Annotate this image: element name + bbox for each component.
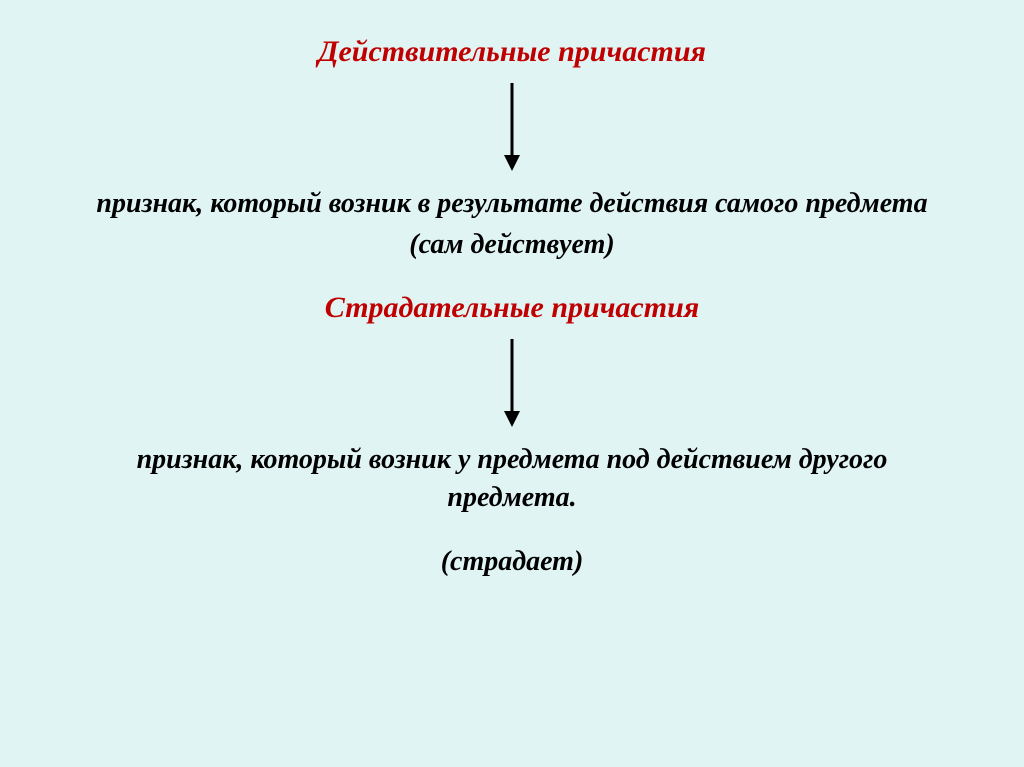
down-arrow-icon: [502, 81, 522, 173]
active-participles-heading: Действительные причастия: [318, 35, 706, 69]
passive-description: признак, который возник у предмета под д…: [87, 441, 937, 517]
arrow-2-container: [502, 337, 522, 429]
passive-note: (страдает): [441, 546, 584, 578]
active-note: (сам действует): [409, 229, 614, 261]
arrow-1-container: [502, 81, 522, 173]
down-arrow-icon: [502, 337, 522, 429]
active-description: признак, который возник в результате дей…: [96, 185, 927, 223]
passive-participles-heading: Страдательные причастия: [325, 291, 699, 325]
